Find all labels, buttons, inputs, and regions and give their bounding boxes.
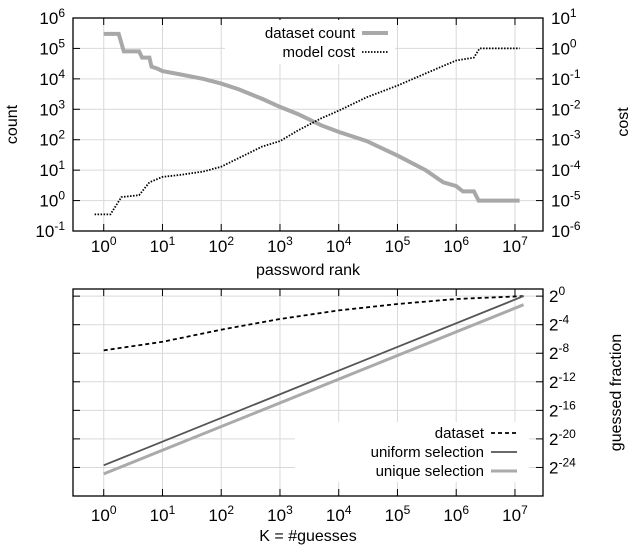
plot-frame [72, 288, 544, 497]
y2-axis-title: cost [615, 107, 632, 137]
y2-tick-label: 10-1 [551, 67, 581, 89]
y-tick-label: 2-4 [549, 313, 569, 335]
legend-label: uniform selection [371, 444, 484, 461]
y2-tick-label: 10-5 [551, 189, 581, 211]
y-tick-label: 10-1 [35, 219, 65, 241]
x-tick-label: 102 [208, 234, 234, 256]
y-tick-label: 20 [549, 284, 565, 306]
y-tick-label: 105 [39, 36, 65, 58]
x-tick-label: 107 [502, 503, 528, 525]
x-tick-label: 103 [267, 234, 293, 256]
y-tick-label: 103 [39, 97, 65, 119]
x-tick-label: 102 [208, 503, 234, 525]
y2-tick-label: 10-6 [551, 219, 581, 241]
legend-label: dataset count [265, 25, 356, 42]
series-dataset [103, 295, 524, 352]
y2-tick-label: 101 [551, 6, 577, 28]
x-tick-label: 101 [150, 234, 176, 256]
plot-frame [72, 17, 544, 232]
legend-box [225, 20, 395, 64]
y2-tick-label: 10-2 [551, 97, 581, 119]
x-tick-label: 104 [326, 503, 352, 525]
y-tick-label: 2-20 [549, 427, 576, 449]
y2-tick-label: 10-3 [551, 128, 581, 150]
legend-label: dataset [435, 425, 485, 442]
legend-label: unique selection [376, 463, 484, 480]
x-tick-label: 103 [267, 503, 293, 525]
x-tick-label: 105 [385, 503, 411, 525]
y-tick-label: 2-24 [549, 455, 576, 477]
y-tick-label: 100 [39, 189, 65, 211]
y2-tick-label: 10-4 [551, 158, 581, 180]
x-tick-label: 106 [443, 503, 469, 525]
y-tick-label: 106 [39, 6, 65, 28]
y-tick-label: 2-8 [549, 341, 569, 363]
x-tick-label: 105 [385, 234, 411, 256]
x-tick-label: 106 [443, 234, 469, 256]
y-tick-label: 2-16 [549, 398, 576, 420]
y-axis-title: count [4, 104, 21, 144]
x-tick-label: 104 [326, 234, 352, 256]
y-tick-label: 104 [39, 67, 65, 89]
series-unique-selection [103, 303, 525, 476]
series-model-cost [94, 47, 520, 216]
y-tick-label: 2-12 [549, 370, 576, 392]
x-axis-title: password rank [256, 262, 361, 279]
x-axis-title: K = #guesses [259, 528, 356, 545]
y2-tick-label: 100 [551, 36, 577, 58]
x-tick-label: 107 [502, 234, 528, 256]
y-axis-title: guessed fraction [608, 334, 625, 451]
legend-box [295, 422, 529, 482]
x-tick-label: 100 [91, 234, 117, 256]
series-uniform-selection [103, 295, 524, 467]
series-dataset-count [103, 31, 520, 203]
y-tick-label: 101 [39, 158, 65, 180]
x-tick-label: 101 [150, 503, 176, 525]
x-tick-label: 100 [91, 503, 117, 525]
y-tick-label: 102 [39, 128, 65, 150]
legend-label: model cost [282, 44, 355, 61]
